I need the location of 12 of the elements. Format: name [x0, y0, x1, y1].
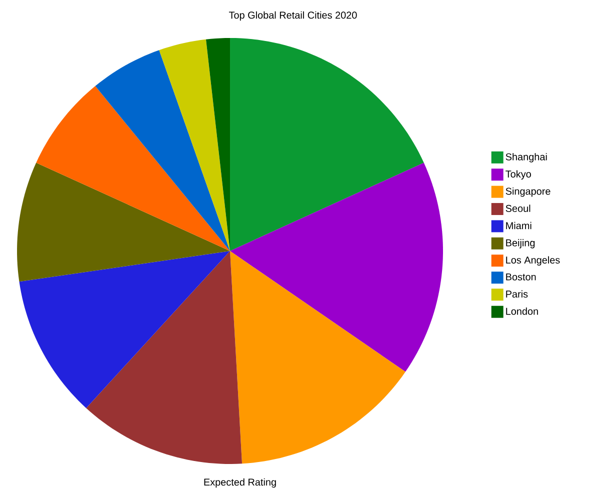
legend-label: London [506, 307, 538, 315]
legend-label: Seoul [506, 204, 530, 212]
legend-label: Beijing [506, 239, 535, 248]
legend-label: Los Angeles [506, 256, 560, 266]
text: Expected Rating [204, 478, 276, 488]
legend-label: Boston [506, 273, 536, 280]
chart-title: Top Global Retail Cities 2020 [228, 11, 357, 21]
legend-label: Paris [506, 290, 528, 298]
legend-label: Tokyo [506, 170, 531, 180]
legend-label: Shanghai [506, 153, 547, 162]
legend-label: Singapore [506, 187, 550, 197]
legend-label: Miami [506, 222, 532, 230]
